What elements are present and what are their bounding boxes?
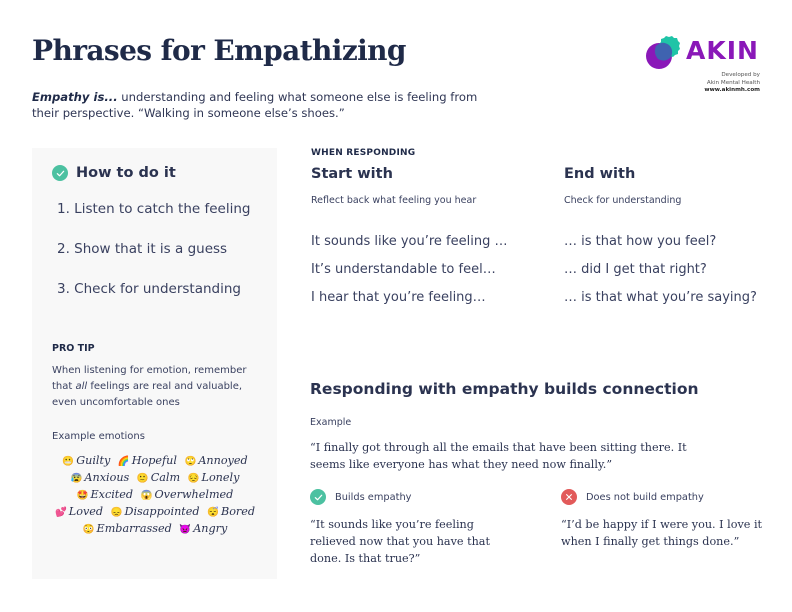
pro-tip-text: When listening for emotion, remember tha… <box>52 363 267 411</box>
emotion-label: Hopeful <box>131 454 177 467</box>
pro-tip-part: When listening for emotion, remember tha… <box>52 365 247 392</box>
builds-empathy-label: Builds empathy <box>335 491 412 503</box>
emotions-row: 😰 Anxious 🙂 Calm 😔 Lonely <box>40 470 270 487</box>
emotion-item: 🌈 Hopeful <box>118 454 177 467</box>
logo-credit: Developed by Akin Mental Health www.akin… <box>704 72 760 95</box>
emotion-item: 🙂 Calm <box>137 471 180 484</box>
end-phrases-list: … is that how you feel? … did I get that… <box>564 234 757 318</box>
rainbow-icon: 🌈 <box>117 456 130 467</box>
emotions-row: 😬 Guilty 🌈 Hopeful 🙄 Annoyed <box>40 453 270 470</box>
emotions-row: 🤩 Excited 😱 Overwhelmed <box>40 487 270 504</box>
pensive-face-icon: 😔 <box>187 473 200 484</box>
howto-title: How to do it <box>76 165 176 181</box>
end-with-title: End with <box>564 166 636 182</box>
logo-url-link[interactable]: www.akinmh.com <box>704 87 760 93</box>
intro-text: understanding and feeling what someone e… <box>32 90 478 120</box>
emotions-list: 😬 Guilty 🌈 Hopeful 🙄 Annoyed 😰 Anxious 🙂 Calm… <box>40 453 270 538</box>
check-circle-icon <box>310 489 326 505</box>
emotion-item: 😴 Bored <box>207 505 255 518</box>
two-hearts-icon: 💕 <box>54 507 67 518</box>
grimacing-face-icon: 😬 <box>62 456 75 467</box>
emotion-label: Annoyed <box>198 454 248 467</box>
emotion-label: Angry <box>193 522 228 535</box>
emotion-item: 😳 Embarrassed <box>83 522 172 535</box>
sleeping-face-icon: 😴 <box>207 507 219 518</box>
how-to-panel <box>32 148 277 579</box>
emotions-row: 😳 Embarrassed 👿 Angry <box>40 521 270 538</box>
emotion-item: 😰 Anxious <box>71 471 130 484</box>
emotion-label: Calm <box>150 471 181 484</box>
eye-roll-face-icon: 🙄 <box>184 456 197 467</box>
emotion-item: 😔 Lonely <box>188 471 240 484</box>
intro-bold: Empathy is... <box>32 90 118 104</box>
emotion-label: Bored <box>220 505 256 518</box>
x-circle-icon <box>561 489 577 505</box>
flushed-face-icon: 😳 <box>82 524 95 535</box>
emotion-label: Anxious <box>84 471 130 484</box>
end-phrase: … is that how you feel? <box>564 234 717 249</box>
emotion-item: 👿 Angry <box>179 522 227 535</box>
step-item: 3. Check for understanding <box>57 281 241 297</box>
slight-smile-face-icon: 🙂 <box>136 473 149 484</box>
akin-logo-mark-icon <box>646 36 680 69</box>
disappointed-face-icon: 😞 <box>110 507 123 518</box>
check-circle-icon <box>52 165 68 181</box>
emotion-item: 🙄 Annoyed <box>184 454 247 467</box>
emotions-row: 💕 Loved 😞 Disappointed 😴 Bored <box>40 504 270 521</box>
akin-logo: AKIN Developed by Akin Mental Health www… <box>644 32 764 98</box>
not-build-empathy-header: Does not build empathy <box>561 489 704 505</box>
pro-tip-label: PRO TIP <box>52 343 95 354</box>
not-build-empathy-label: Does not build empathy <box>586 491 704 503</box>
emotion-label: Disappointed <box>124 505 200 518</box>
screaming-face-icon: 😱 <box>140 490 153 501</box>
start-with-title: Start with <box>311 166 393 182</box>
anxious-sweat-face-icon: 😰 <box>70 473 83 484</box>
emotion-item: 💕 Loved <box>55 505 103 518</box>
start-phrase: I hear that you’re feeling… <box>311 290 486 305</box>
builds-empathy-header: Builds empathy <box>310 489 411 505</box>
start-phrases-list: It sounds like you’re feeling … It’s und… <box>311 234 507 318</box>
step-item: 2. Show that it is a guess <box>57 241 228 257</box>
end-phrase: … is that what you’re saying? <box>564 290 757 305</box>
start-with-subtitle: Reflect back what feeling you hear <box>311 195 477 206</box>
connection-title: Responding with empathy builds connectio… <box>310 380 699 398</box>
emotion-label: Excited <box>90 488 134 501</box>
star-struck-face-icon: 🤩 <box>76 490 89 501</box>
emotion-item: 🤩 Excited <box>77 488 133 501</box>
emotion-item: 😬 Guilty <box>62 454 110 467</box>
emotion-item: 😱 Overwhelmed <box>141 488 234 501</box>
logo-wordmark: AKIN <box>686 36 759 65</box>
emotion-label: Guilty <box>76 454 111 467</box>
when-responding-label: WHEN RESPONDING <box>311 148 416 158</box>
intro-paragraph: Empathy is... understanding and feeling … <box>32 89 492 121</box>
example-label: Example <box>310 417 352 428</box>
logo-org: Akin Mental Health <box>706 79 760 86</box>
logo-developed-by: Developed by <box>721 72 760 78</box>
emotion-label: Lonely <box>201 471 240 484</box>
emotion-label: Overwhelmed <box>154 488 234 501</box>
not-build-empathy-quote: “I’d be happy if I were you. I love it w… <box>561 518 763 548</box>
howto-header: How to do it <box>52 165 176 181</box>
end-with-subtitle: Check for understanding <box>564 195 682 206</box>
emotion-item: 😞 Disappointed <box>111 505 200 518</box>
start-phrase: It’s understandable to feel… <box>311 262 496 277</box>
steps-list: 1. Listen to catch the feeling 2. Show t… <box>57 201 250 321</box>
step-item: 1. Listen to catch the feeling <box>57 201 251 217</box>
end-phrase: … did I get that right? <box>564 262 707 277</box>
pro-tip-part: feelings are real and valuable, even unc… <box>52 381 243 408</box>
emotion-label: Embarrassed <box>96 522 172 535</box>
angry-devil-icon: 👿 <box>179 524 192 535</box>
pro-tip-emphasis: all <box>75 381 88 392</box>
example-emotions-label: Example emotions <box>52 431 145 442</box>
builds-empathy-quote: “It sounds like you’re feeling relieved … <box>310 518 490 565</box>
emotion-label: Loved <box>68 505 104 518</box>
start-phrase: It sounds like you’re feeling … <box>311 234 508 249</box>
page-title: Phrases for Empathizing <box>32 34 407 67</box>
example-quote: “I finally got through all the emails th… <box>310 441 687 471</box>
